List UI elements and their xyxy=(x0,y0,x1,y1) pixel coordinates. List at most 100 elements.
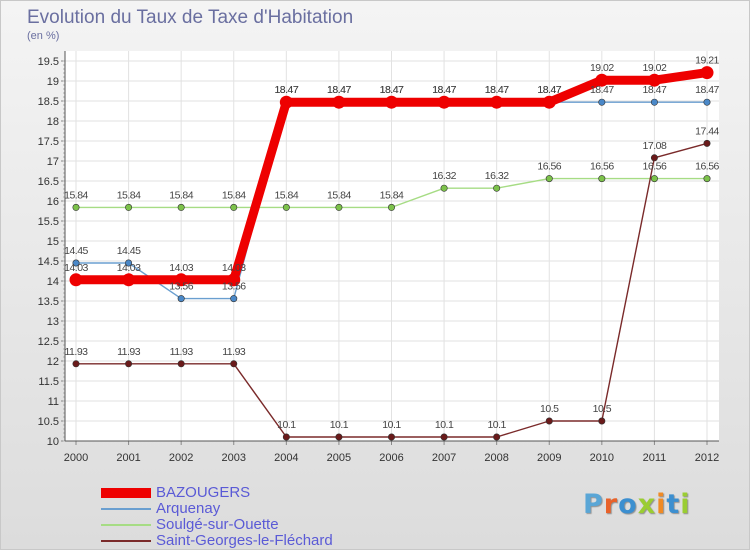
data-point xyxy=(437,95,451,109)
legend-label: Saint-Georges-le-Fléchard xyxy=(156,532,333,549)
logo-letter: i xyxy=(680,489,691,520)
y-tick-label: 15 xyxy=(47,236,59,248)
y-tick-label: 10 xyxy=(47,436,59,448)
data-label: 18.47 xyxy=(485,84,509,96)
data-label: 11.93 xyxy=(65,346,89,358)
data-point xyxy=(490,95,504,109)
data-label: 18.47 xyxy=(432,84,456,96)
legend-label: BAZOUGERS xyxy=(156,484,251,501)
data-label: 11.93 xyxy=(117,346,141,358)
data-label: 16.32 xyxy=(432,170,456,182)
y-tick-label: 14 xyxy=(47,276,59,288)
y-tick-label: 10.5 xyxy=(38,416,59,428)
y-tick-label: 11.5 xyxy=(38,376,59,388)
data-label: 18.47 xyxy=(590,84,614,96)
data-label: 15.84 xyxy=(222,189,246,201)
data-point xyxy=(650,98,658,106)
data-point xyxy=(282,433,290,441)
data-point xyxy=(703,98,711,106)
data-point xyxy=(598,175,606,183)
data-point xyxy=(545,175,553,183)
data-label: 16.56 xyxy=(643,161,667,173)
logo-letter: t xyxy=(666,489,681,520)
logo-letter: x xyxy=(637,489,657,520)
data-point xyxy=(122,273,136,287)
data-label: 13.56 xyxy=(222,281,246,293)
data-point xyxy=(440,184,448,192)
data-point xyxy=(227,273,241,287)
y-tick-label: 16 xyxy=(47,196,59,208)
data-point xyxy=(647,73,661,87)
data-label: 15.84 xyxy=(169,189,193,201)
data-point xyxy=(703,175,711,183)
data-point xyxy=(125,259,133,267)
legend-label: Soulgé-sur-Ouette xyxy=(156,516,279,533)
data-point xyxy=(595,73,609,87)
data-label: 14.03 xyxy=(169,262,193,274)
x-tick-label: 2007 xyxy=(432,452,456,464)
data-point xyxy=(335,433,343,441)
y-tick-label: 12.5 xyxy=(38,336,59,348)
data-label: 19.02 xyxy=(590,62,614,74)
data-label: 18.47 xyxy=(274,84,298,96)
chart-subtitle: (en %) xyxy=(27,30,60,42)
data-point xyxy=(542,95,556,109)
x-tick-label: 2011 xyxy=(643,452,667,464)
data-point xyxy=(387,433,395,441)
y-tick-label: 17 xyxy=(47,156,59,168)
logo-letter: o xyxy=(618,489,638,520)
y-tick-label: 18.5 xyxy=(38,96,59,108)
x-tick-label: 2008 xyxy=(484,452,508,464)
y-tick-label: 19.5 xyxy=(38,56,59,68)
x-tick-label: 2005 xyxy=(327,452,351,464)
data-point xyxy=(125,360,133,368)
data-point xyxy=(230,203,238,211)
data-point xyxy=(69,273,83,287)
data-point xyxy=(387,203,395,211)
data-label: 18.47 xyxy=(537,84,561,96)
y-tick-label: 12 xyxy=(47,356,59,368)
x-tick-label: 2000 xyxy=(64,452,88,464)
data-label: 10.1 xyxy=(330,419,349,431)
data-point xyxy=(493,433,501,441)
x-tick-label: 2012 xyxy=(695,452,719,464)
data-label: 10.1 xyxy=(435,419,454,431)
data-label: 18.47 xyxy=(432,84,456,96)
data-label: 18.47 xyxy=(537,84,561,96)
data-label: 18.47 xyxy=(380,84,404,96)
x-tick-label: 2001 xyxy=(116,452,140,464)
x-tick-label: 2009 xyxy=(537,452,561,464)
data-point xyxy=(230,295,238,303)
data-label: 10.1 xyxy=(277,419,296,431)
logo-letter: r xyxy=(603,489,619,520)
y-tick-label: 19 xyxy=(47,76,59,88)
data-point xyxy=(545,417,553,425)
data-label: 18.47 xyxy=(274,84,298,96)
data-label: 13.56 xyxy=(169,281,193,293)
data-label: 16.56 xyxy=(590,161,614,173)
data-point xyxy=(598,98,606,106)
data-label: 15.84 xyxy=(380,189,404,201)
data-point xyxy=(385,95,398,109)
data-point xyxy=(72,203,80,211)
legend-swatch xyxy=(101,540,151,542)
data-label: 11.93 xyxy=(222,346,246,358)
data-label: 14.45 xyxy=(117,245,141,257)
data-label: 17.44 xyxy=(695,125,719,137)
data-point xyxy=(598,417,606,425)
data-point xyxy=(230,360,238,368)
y-tick-label: 18 xyxy=(47,116,59,128)
data-point xyxy=(72,259,80,267)
data-point xyxy=(125,203,133,211)
data-point xyxy=(650,154,658,162)
data-point xyxy=(177,295,185,303)
data-label: 15.84 xyxy=(327,189,351,201)
x-tick-label: 2010 xyxy=(590,452,614,464)
x-tick-label: 2003 xyxy=(222,452,246,464)
legend-swatch xyxy=(101,524,151,526)
data-label: 16.56 xyxy=(695,161,719,173)
data-label: 10.1 xyxy=(382,419,401,431)
data-point xyxy=(282,203,290,211)
data-label: 14.03 xyxy=(222,262,246,274)
